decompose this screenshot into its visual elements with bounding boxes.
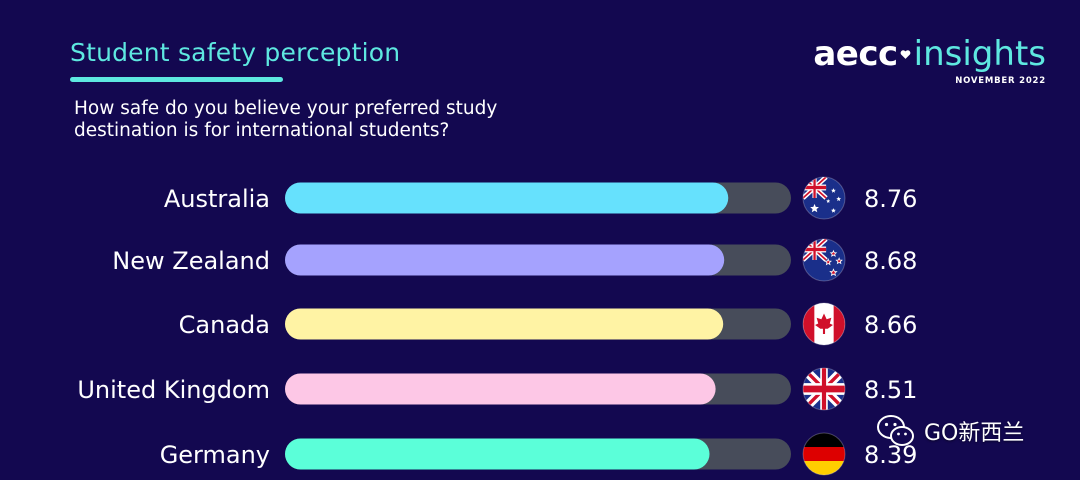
report-date: NOVEMBER 2022 [955,76,1046,86]
australia-flag [803,177,845,219]
watermark: GO新西兰 [876,414,1024,448]
bar [285,308,724,340]
bar [285,244,725,276]
watermark-text: GO新西兰 [924,421,1025,446]
value-label: 8.39 [864,441,917,469]
brand-logo: aecc insights NOVEMBER 2022 [813,34,1046,86]
canada-flag [803,303,845,345]
category-label: United Kingdom [77,376,270,404]
category-label: New Zealand [112,247,270,275]
category-label: Germany [160,441,270,469]
bar [285,438,710,470]
value-label: 8.68 [864,247,917,275]
germany-flag [803,433,845,475]
united-kingdom-flag [803,368,845,410]
bar [285,373,716,405]
heart-icon [900,49,911,59]
chart-subtitle: How safe do you believe your preferred s… [74,98,498,141]
value-label: 8.51 [864,376,917,404]
brand-insights-text: insights [913,34,1046,74]
value-label: 8.66 [864,311,917,339]
category-label: Canada [179,311,270,339]
value-label: 8.76 [864,185,917,213]
title-underline [70,77,283,82]
bar [285,182,729,214]
category-label: Australia [164,185,270,213]
brand-aecc-text: aecc [813,34,898,74]
wechat-icon [877,415,914,446]
chart-title: Student safety perception [70,38,401,67]
